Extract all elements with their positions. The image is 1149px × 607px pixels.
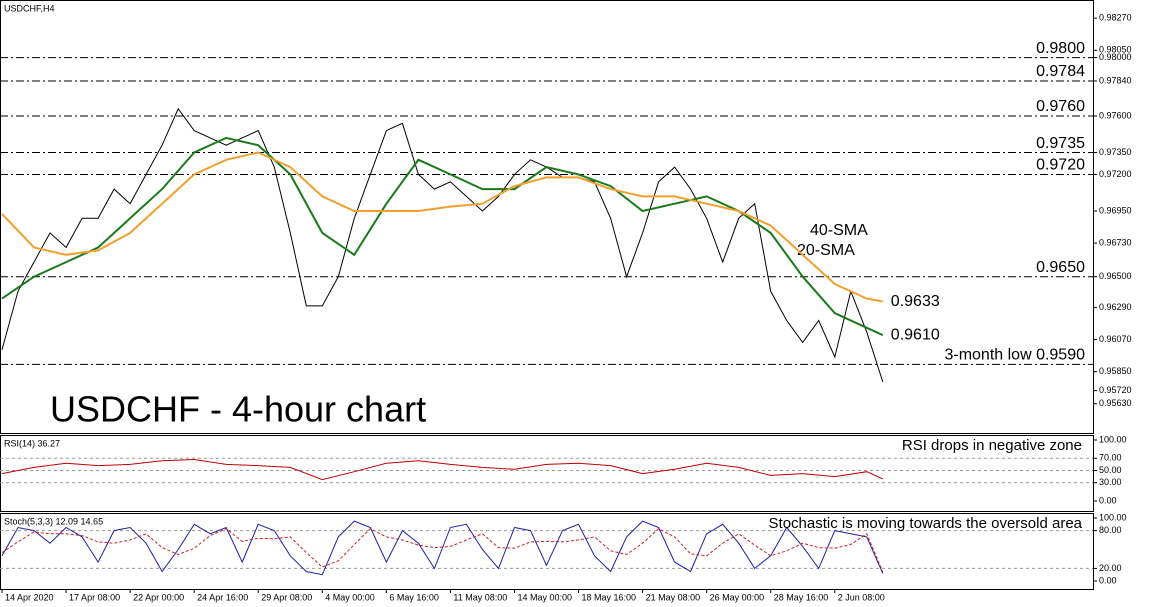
series-end-label: 0.9633 <box>891 293 940 310</box>
y-tick-label: 0.96500 <box>1099 271 1132 281</box>
level-label: 0.9760 <box>1036 98 1085 115</box>
series-line <box>1 136 884 337</box>
series-line <box>1 458 884 481</box>
series-line <box>1 520 884 576</box>
x-tick-label: 4 May 00:00 <box>325 592 375 602</box>
x-tick-label: 21 May 08:00 <box>646 592 701 602</box>
y-tick-label: 50.00 <box>1099 465 1122 475</box>
x-tick-label: 2 Jun 08:00 <box>838 592 885 602</box>
y-tick-label: 0.96070 <box>1099 334 1132 344</box>
y-tick-label: 0.96950 <box>1099 205 1132 215</box>
panel-title: Stoch(5,3,3) 12.09 14.65 <box>4 516 103 526</box>
y-tick-label: 0.95850 <box>1099 366 1132 376</box>
x-tick-label: 14 May 00:00 <box>517 592 572 602</box>
x-tick-label: 28 May 16:00 <box>774 592 829 602</box>
x-tick-label: 6 May 16:00 <box>389 592 439 602</box>
x-tick-label: 22 Apr 00:00 <box>133 592 184 602</box>
y-tick-label: 30.00 <box>1099 477 1122 487</box>
x-tick-label: 14 Apr 2020 <box>5 592 54 602</box>
series-line <box>1 107 884 383</box>
y-tick-label: 0.95720 <box>1099 385 1132 395</box>
x-tick-label: 11 May 08:00 <box>453 592 507 602</box>
y-tick-label: 0.98000 <box>1099 52 1132 62</box>
series-name: 20-SMA <box>797 242 855 259</box>
y-tick-label: 0.98270 <box>1099 13 1132 23</box>
level-label: 3-month low 0.9590 <box>944 347 1085 364</box>
y-tick-label: 0.95630 <box>1099 398 1132 408</box>
x-tick-label: 29 Apr 08:00 <box>261 592 312 602</box>
y-tick-label: 80.00 <box>1099 525 1122 535</box>
y-tick-label: 0.97350 <box>1099 147 1132 157</box>
series-line <box>1 151 883 303</box>
y-tick-label: 0.98050 <box>1099 45 1132 55</box>
series-line <box>1 528 884 572</box>
rsi-panel <box>0 435 1094 512</box>
y-tick-label: 0.00 <box>1099 575 1117 585</box>
x-tick-label: 17 Apr 08:00 <box>69 592 120 602</box>
y-tick-label: 70.00 <box>1099 453 1122 463</box>
y-tick-label: 100.00 <box>1099 434 1127 444</box>
y-tick-label: 0.97600 <box>1099 110 1132 120</box>
annotation: RSI drops in negative zone <box>902 437 1082 454</box>
level-label: 0.9800 <box>1036 40 1085 57</box>
series-end-label: 0.9610 <box>891 326 940 343</box>
main-panel <box>0 0 1094 434</box>
annotation: Stochastic is moving towards the oversol… <box>769 515 1083 532</box>
y-tick-label: 0.96730 <box>1099 237 1132 247</box>
y-tick-label: 0.96290 <box>1099 302 1132 312</box>
y-tick-label: 100.00 <box>1099 512 1127 522</box>
panel-title: USDCHF,H4 <box>4 3 55 13</box>
y-tick-label: 20.00 <box>1099 563 1122 573</box>
y-tick-label: 0.00 <box>1099 495 1117 505</box>
y-tick-label: 0.97840 <box>1099 75 1132 85</box>
level-label: 0.9720 <box>1036 157 1085 174</box>
y-tick-label: 0.97200 <box>1099 169 1132 179</box>
x-tick-label: 18 May 16:00 <box>582 592 637 602</box>
stoch-panel <box>0 513 1094 590</box>
panel-title: RSI(14) 36.27 <box>4 438 60 448</box>
level-label: 0.9650 <box>1036 259 1085 276</box>
x-tick-label: 26 May 00:00 <box>710 592 765 602</box>
level-label: 0.9784 <box>1036 63 1085 80</box>
chart-heading: USDCHF - 4-hour chart <box>50 389 426 430</box>
x-tick-label: 24 Apr 16:00 <box>197 592 248 602</box>
series-name: 40-SMA <box>810 222 868 239</box>
level-label: 0.9735 <box>1036 135 1085 152</box>
